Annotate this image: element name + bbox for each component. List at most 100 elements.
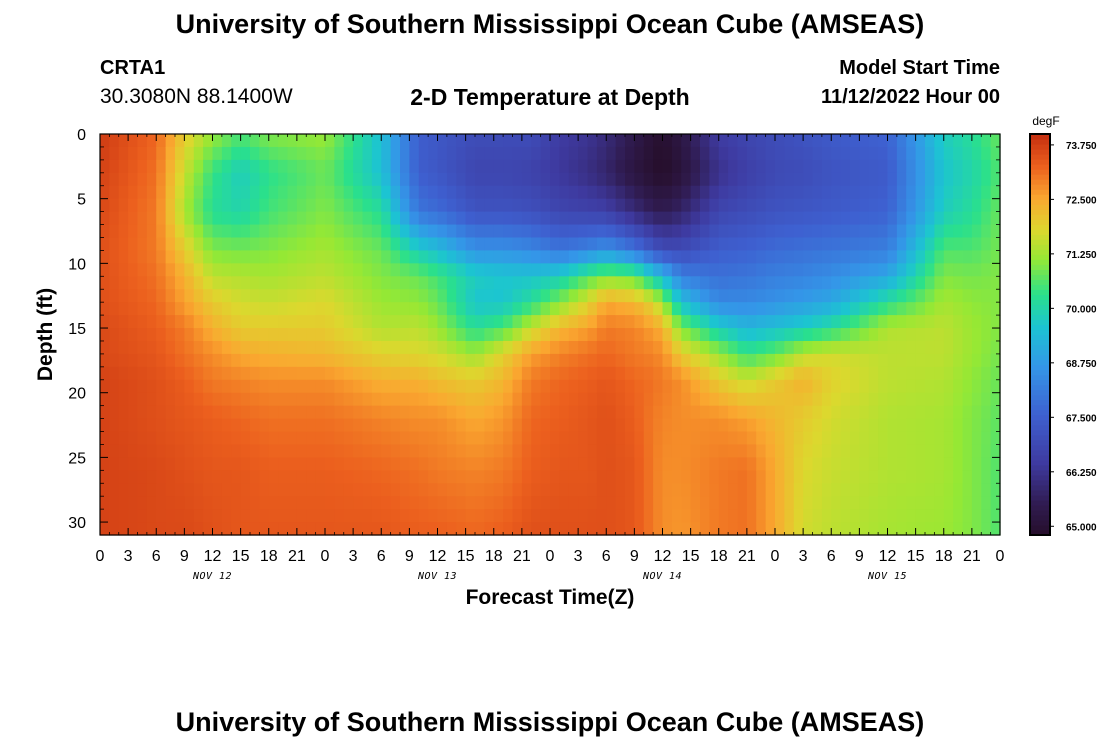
heatmap-cell: [784, 289, 795, 303]
heatmap-cell: [681, 379, 692, 394]
heatmap-cell: [625, 328, 635, 342]
heatmap-cell: [193, 159, 204, 174]
heatmap-cell: [793, 353, 804, 368]
heatmap-cell: [615, 146, 626, 161]
heatmap-cell: [850, 198, 860, 213]
heatmap-cell: [381, 172, 392, 187]
heatmap-cell: [531, 134, 542, 148]
heatmap-cell: [334, 340, 345, 355]
heatmap-cell: [868, 366, 879, 381]
heatmap-cell: [493, 431, 504, 446]
heatmap-cell: [465, 211, 476, 226]
heatmap-cell: [634, 289, 645, 303]
heatmap-cell: [765, 340, 776, 355]
heatmap-cell: [418, 185, 429, 200]
heatmap-cell: [587, 405, 598, 420]
heatmap-cell: [840, 198, 851, 213]
heatmap-cell: [334, 470, 345, 484]
heatmap-cell: [793, 224, 804, 239]
heatmap-cell: [259, 263, 270, 277]
heatmap-cell: [109, 353, 120, 368]
heatmap-cell: [475, 263, 485, 277]
heatmap-cell: [615, 379, 626, 394]
heatmap-cell: [690, 470, 701, 484]
heatmap-cell: [896, 159, 907, 174]
heatmap-cell: [756, 522, 767, 536]
heatmap-cell: [437, 276, 448, 290]
heatmap-cell: [540, 496, 551, 510]
heatmap-cell: [296, 522, 307, 536]
heatmap-cell: [306, 237, 317, 252]
heatmap-cell: [831, 185, 842, 200]
heatmap-cell: [446, 431, 457, 446]
heatmap-cell: [128, 185, 139, 200]
heatmap-cell: [512, 418, 523, 433]
heatmap-cell: [109, 418, 120, 433]
heatmap-cell: [559, 159, 570, 174]
heatmap-cell: [606, 263, 617, 277]
heatmap-cell: [943, 405, 954, 420]
heatmap-cell: [878, 289, 889, 303]
heatmap-cell: [493, 302, 504, 316]
heatmap-cell: [587, 289, 598, 303]
heatmap-cell: [803, 392, 814, 407]
heatmap-cell: [315, 522, 326, 536]
heatmap-cell: [803, 405, 814, 420]
heatmap-cell: [540, 172, 551, 187]
heatmap-cell: [878, 224, 889, 239]
heatmap-cell: [306, 185, 317, 200]
heatmap-cell: [334, 172, 345, 187]
colorbar-segment: [1030, 429, 1050, 436]
heatmap-cell: [821, 522, 832, 536]
heatmap-cell: [362, 198, 373, 213]
heatmap-cell: [709, 172, 720, 187]
heatmap-cell: [606, 483, 617, 497]
heatmap-cell: [100, 237, 110, 252]
heatmap-cell: [859, 237, 870, 252]
heatmap-cell: [587, 185, 598, 200]
heatmap-cell: [409, 185, 420, 200]
heatmap-cell: [859, 509, 870, 523]
heatmap-cell: [934, 134, 945, 148]
heatmap-cell: [100, 353, 110, 368]
heatmap-cell: [446, 250, 457, 264]
heatmap-cell: [625, 483, 635, 497]
heatmap-cell: [728, 444, 739, 458]
colorbar-segment: [1030, 264, 1050, 270]
heatmap-cell: [559, 237, 570, 252]
heatmap-cell: [175, 185, 185, 200]
heatmap-cell: [915, 302, 926, 316]
heatmap-cell: [503, 237, 514, 252]
heatmap-cell: [353, 302, 364, 316]
heatmap-cell: [896, 289, 907, 303]
heatmap-cell: [109, 340, 120, 355]
heatmap-cell: [193, 379, 204, 394]
heatmap-cell: [465, 276, 476, 290]
heatmap-cell: [859, 185, 870, 200]
heatmap-cell: [606, 457, 617, 471]
heatmap-cell: [718, 405, 729, 420]
heatmap-cell: [334, 379, 345, 394]
heatmap-cell: [971, 276, 982, 290]
heatmap-cell: [400, 418, 410, 433]
heatmap-cell: [268, 263, 279, 277]
heatmap-cell: [887, 405, 898, 420]
heatmap-cell: [737, 328, 748, 342]
heatmap-cell: [240, 457, 251, 471]
heatmap-cell: [784, 237, 795, 252]
heatmap-cell: [437, 483, 448, 497]
heatmap-cell: [231, 457, 242, 471]
heatmap-cell: [118, 340, 129, 355]
heatmap-cell: [709, 302, 720, 316]
heatmap-cell: [493, 250, 504, 264]
colorbar-segment: [1030, 219, 1050, 225]
heatmap-cell: [156, 457, 167, 471]
heatmap-cell: [859, 496, 870, 510]
heatmap-cell: [221, 340, 232, 355]
heatmap-cell: [493, 496, 504, 510]
heatmap-cell: [203, 237, 214, 252]
heatmap-cell: [231, 146, 242, 161]
heatmap-cell: [868, 250, 879, 264]
heatmap-cell: [315, 250, 326, 264]
heatmap-cell: [296, 263, 307, 277]
